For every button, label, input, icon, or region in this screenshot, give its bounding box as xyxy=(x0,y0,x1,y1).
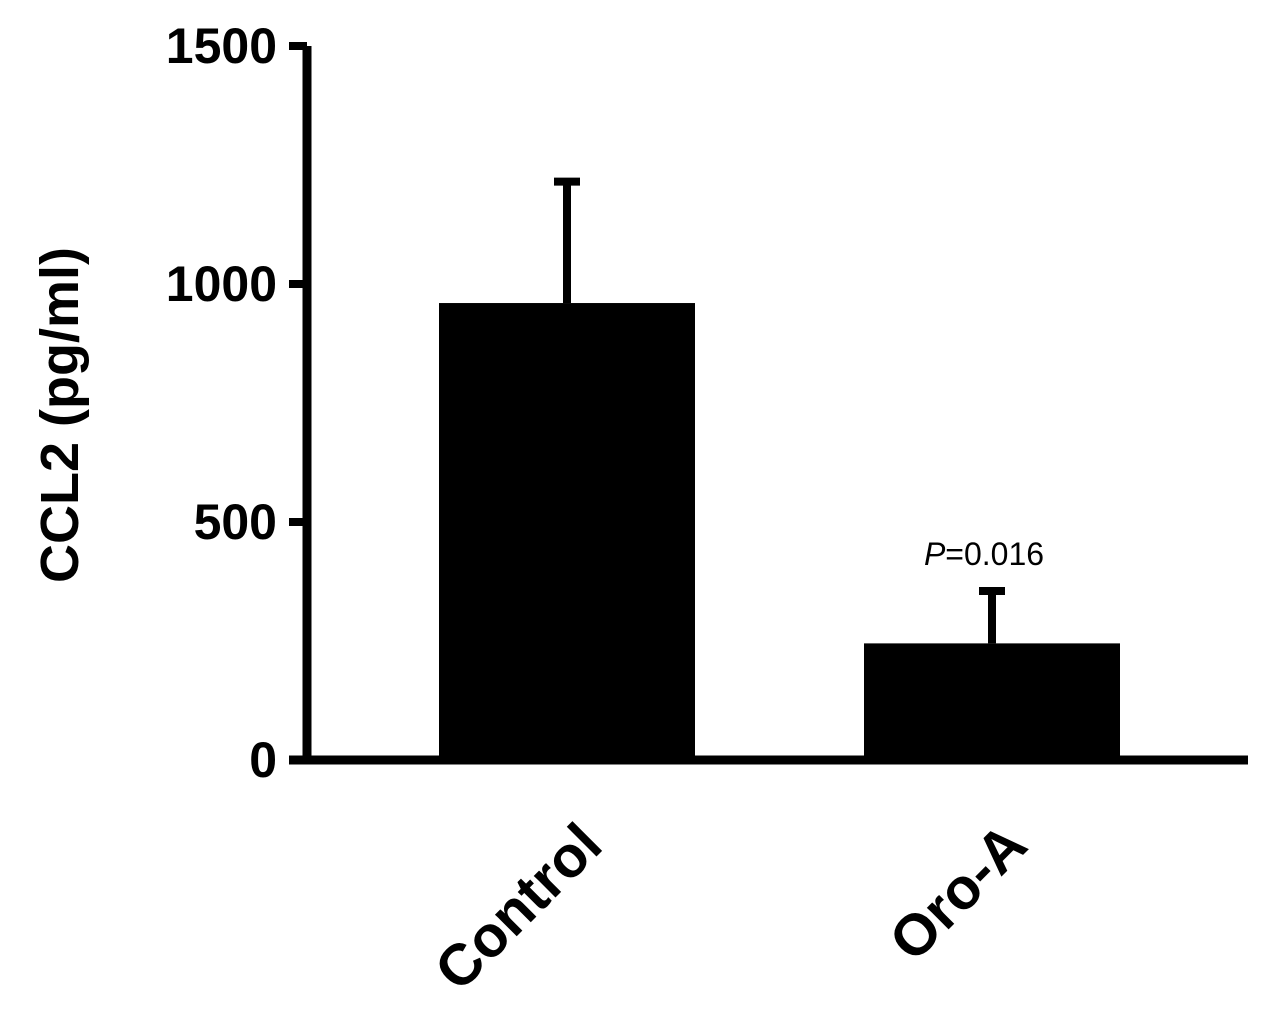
y-tick-label: 1000 xyxy=(166,256,277,312)
bar-oro-a xyxy=(864,643,1120,760)
x-axis: Control Oro-A xyxy=(289,755,1248,1003)
p-symbol: P xyxy=(924,536,946,572)
p-value: =0.016 xyxy=(945,536,1044,572)
x-tick-label: Oro-A xyxy=(877,811,1039,973)
bar-control xyxy=(439,303,695,760)
annotations: P=0.016 xyxy=(924,536,1044,572)
p-value-label: P=0.016 xyxy=(924,536,1044,572)
y-tick-label: 1500 xyxy=(166,18,277,74)
error-bars xyxy=(554,177,1005,644)
bars xyxy=(439,303,1120,760)
y-axis-title: CCL2 (pg/ml) xyxy=(30,247,90,583)
y-tick-label: 0 xyxy=(249,732,277,788)
y-axis: 0 500 1000 1500 xyxy=(166,18,312,788)
y-tick-label: 500 xyxy=(194,494,277,550)
x-tick-label: Control xyxy=(422,811,614,1003)
